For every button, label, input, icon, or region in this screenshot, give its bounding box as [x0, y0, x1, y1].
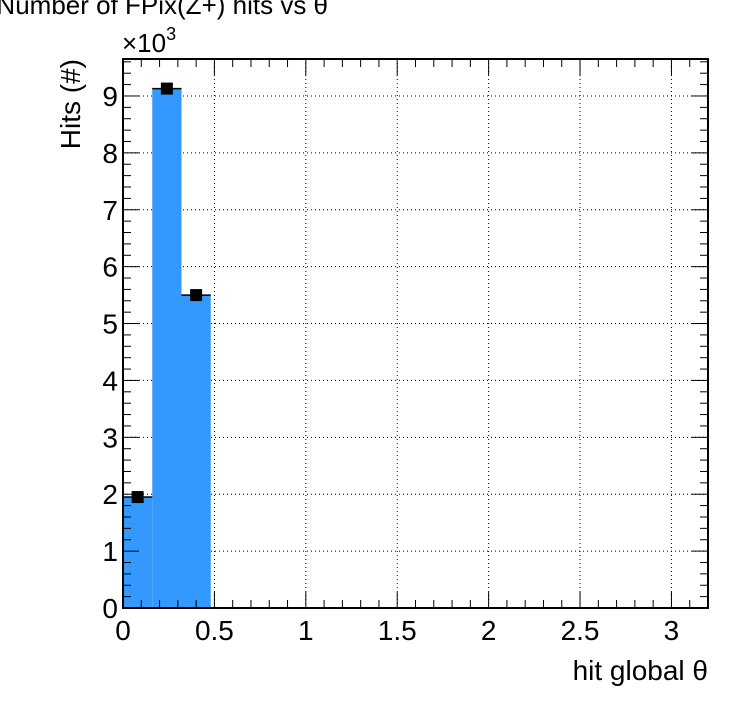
y-tick-label: 5	[102, 309, 118, 340]
y-tick-label: 8	[102, 138, 118, 169]
y-tick-label: 7	[102, 195, 118, 226]
x-tick-label: 3	[664, 615, 680, 646]
data-point-marker	[160, 82, 173, 95]
histogram-bars	[123, 88, 211, 608]
x-tick-label: 0.5	[195, 615, 234, 646]
y-axis-multiplier: ×103	[122, 24, 176, 58]
grid-lines	[123, 59, 708, 608]
y-axis-multiplier-base: ×10	[122, 28, 166, 58]
y-tick-label: 0	[102, 593, 118, 624]
x-tick-label: 1.5	[378, 615, 417, 646]
y-axis-multiplier-exponent: 3	[166, 24, 176, 44]
y-tick-label: 3	[102, 422, 118, 453]
chart-title: Number of FPix(Z+) hits vs θ	[0, 0, 328, 20]
x-tick-label: 2	[481, 615, 497, 646]
axis-ticks	[122, 59, 709, 609]
y-tick-label: 4	[102, 365, 118, 396]
histogram-bar	[123, 497, 153, 608]
x-tick-label: 0	[115, 615, 131, 646]
y-axis-label: Hits (#)	[55, 59, 86, 149]
x-tick-labels: 0 0.5 1 1.5 2 2.5 3	[115, 615, 679, 646]
histogram-bar	[152, 88, 182, 608]
y-tick-label: 2	[102, 479, 118, 510]
y-tick-labels: 0 1 2 3 4 5 6 7 8 9	[102, 81, 118, 624]
x-axis-label: hit global θ	[573, 655, 708, 686]
x-tick-label: 1	[298, 615, 314, 646]
y-tick-label: 6	[102, 252, 118, 283]
data-point-marker	[131, 491, 144, 504]
data-point-marker	[190, 289, 203, 302]
histogram-bar	[181, 295, 211, 608]
y-tick-label: 1	[102, 536, 118, 567]
y-tick-label: 9	[102, 81, 118, 112]
x-tick-label: 2.5	[561, 615, 600, 646]
